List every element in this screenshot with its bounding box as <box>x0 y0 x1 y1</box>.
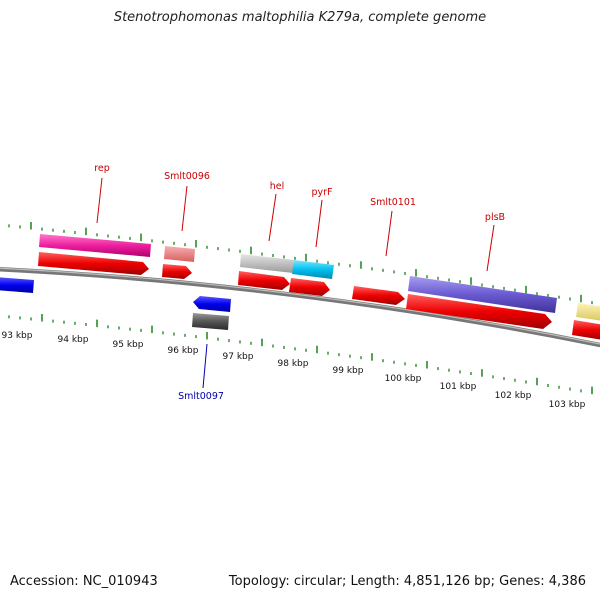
kbp-label: 96 kbp <box>168 346 199 356</box>
feature-yellow-product[interactable] <box>576 303 600 321</box>
gene-label-hel[interactable]: hel <box>270 181 285 192</box>
outer-tick-ring <box>8 222 593 305</box>
cds-plsB-arrow[interactable] <box>406 294 552 329</box>
gene-label-smlt0096[interactable]: Smlt0096 <box>164 171 210 182</box>
gene-label-smlt0097[interactable]: Smlt0097 <box>178 391 224 402</box>
kbp-label: 97 kbp <box>223 352 254 362</box>
feature-pyrF-product[interactable] <box>292 260 334 279</box>
kbp-label: 93 kbp <box>2 331 33 341</box>
cds-left-edge-reverse[interactable] <box>0 277 34 293</box>
kbp-label: 94 kbp <box>58 335 89 345</box>
feature-plsB-product[interactable] <box>408 276 557 313</box>
cds-rep-arrow[interactable] <box>38 252 149 275</box>
feature-smlt0096-product[interactable] <box>164 246 195 262</box>
gene-label-smlt0101[interactable]: Smlt0101 <box>370 197 416 208</box>
genome-backbone-highlight <box>0 267 600 345</box>
feature-hel-product[interactable] <box>240 254 294 273</box>
label-leaders <box>96 177 495 389</box>
cds-smlt0096-arrow[interactable] <box>162 264 192 279</box>
genome-title: Stenotrophomonas maltophilia K279a, comp… <box>113 10 487 25</box>
kbp-label: 95 kbp <box>113 340 144 350</box>
footer-stats: Topology: circular; Length: 4,851,126 bp… <box>228 574 586 589</box>
cds-hel-arrow[interactable] <box>238 271 290 290</box>
feature-smlt0097-product[interactable] <box>192 313 229 330</box>
kbp-label: 101 kbp <box>440 382 477 392</box>
kbp-label: 100 kbp <box>385 374 422 384</box>
footer-accession: Accession: NC_010943 <box>10 574 158 589</box>
inner-tick-ring <box>8 314 593 395</box>
cds-smlt0101-arrow[interactable] <box>352 286 405 305</box>
kbp-label: 102 kbp <box>495 391 532 401</box>
gene-label-plsB[interactable]: plsB <box>485 212 505 223</box>
kbp-label: 98 kbp <box>278 359 309 369</box>
feature-rep-product[interactable] <box>39 234 151 257</box>
kbp-label: 103 kbp <box>549 400 586 410</box>
cds-pyrF-arrow[interactable] <box>289 278 330 296</box>
cds-smlt0097-reverse-arrow[interactable] <box>193 296 231 312</box>
kbp-scale-labels: 93 kbp 94 kbp 95 kbp 96 kbp 97 kbp 98 kb… <box>2 331 586 410</box>
genome-backbone <box>0 267 600 348</box>
kbp-label: 99 kbp <box>333 366 364 376</box>
cds-right-edge-arrow[interactable] <box>572 320 600 340</box>
gene-label-rep[interactable]: rep <box>94 163 110 174</box>
gene-label-pyrF[interactable]: pyrF <box>311 187 332 198</box>
